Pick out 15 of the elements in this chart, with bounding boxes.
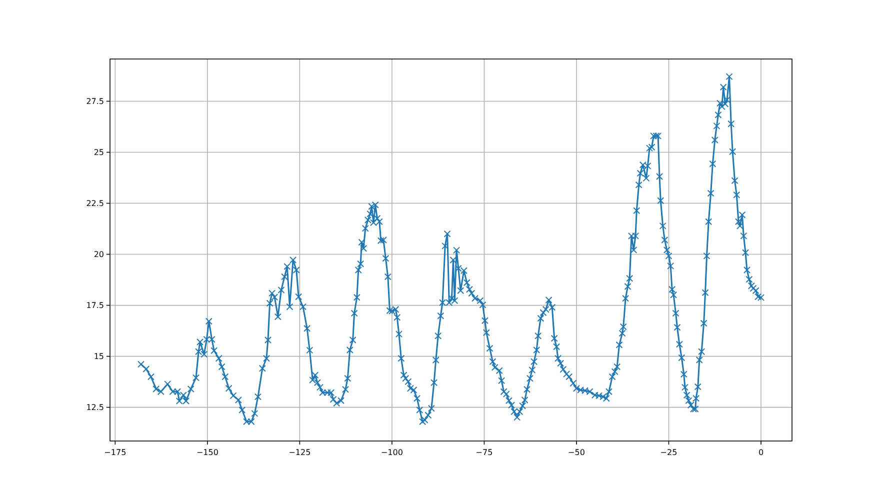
x-tick-label: −175 [104, 448, 126, 457]
x-tick-label: −150 [196, 448, 218, 457]
x-tick-label: −125 [288, 448, 311, 457]
x-tick-label: −50 [568, 448, 585, 457]
y-tick-label: 22.5 [86, 198, 104, 208]
x-tick-label: −25 [660, 448, 678, 457]
x-tick-label: −100 [380, 448, 403, 457]
x-tick-label: 0 [758, 448, 764, 457]
x-tick-label: −75 [476, 448, 493, 457]
y-tick-label: 25 [94, 148, 104, 157]
y-tick-label: 20 [94, 250, 104, 259]
y-tick-label: 17.5 [86, 300, 104, 310]
y-tick-label: 15 [94, 352, 104, 361]
y-tick-label: 12.5 [86, 402, 104, 412]
y-tick-label: 27.5 [86, 96, 104, 106]
